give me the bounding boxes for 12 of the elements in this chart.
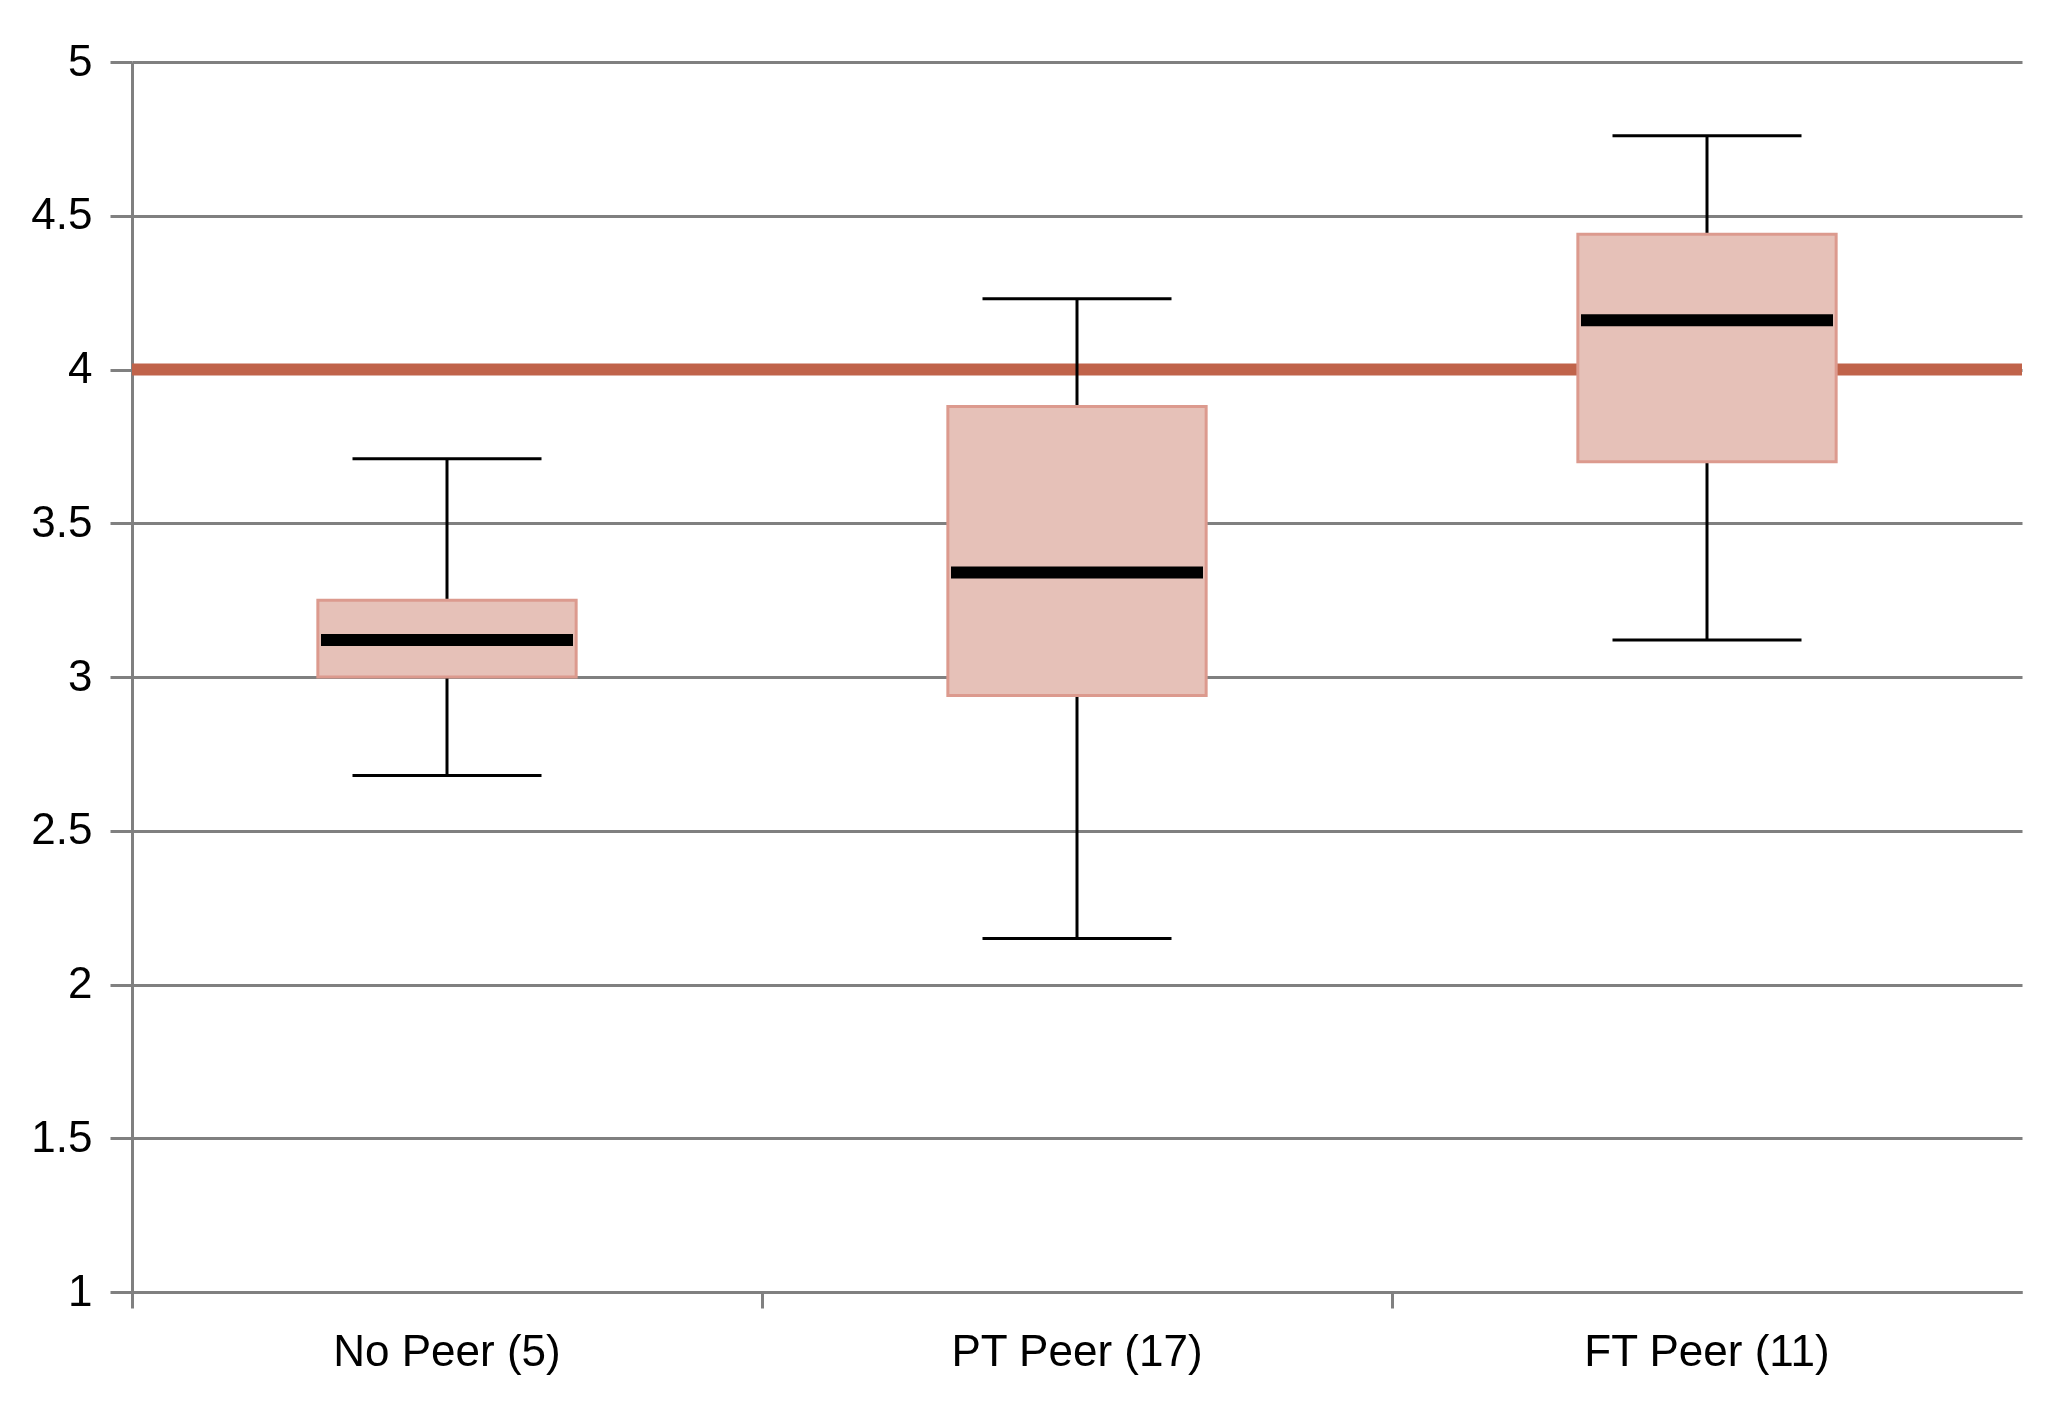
y-tick-label: 4 [68,343,93,392]
y-tick-label: 4.5 [31,189,93,239]
y-tick-label: 2 [68,958,93,1007]
y-tick-label: 2.5 [31,804,93,854]
x-tick-label: No Peer (5) [333,1325,561,1375]
y-tick-label: 1.5 [31,1111,93,1161]
y-tick-label: 1 [68,1265,93,1315]
x-tick-label: PT Peer (17) [951,1325,1203,1375]
y-tick-label: 3 [68,650,93,700]
y-tick-label: 5 [68,35,93,85]
x-tick-label: FT Peer (11) [1584,1325,1830,1375]
y-tick-label: 3.5 [31,496,93,546]
